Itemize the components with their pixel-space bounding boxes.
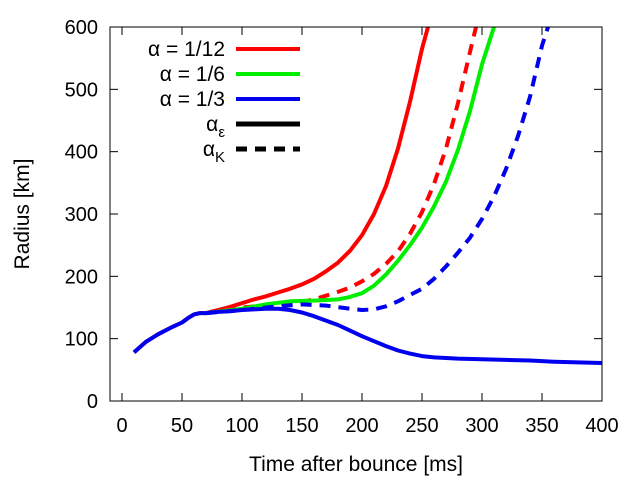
- series-line-1: [205, 26, 478, 316]
- y-tick-label-0: 0: [87, 391, 98, 413]
- legend: α = 1/12 α = 1/6 α = 1/3 αε αK: [148, 38, 300, 166]
- legend-label-alpha-epsilon: αε: [206, 113, 225, 141]
- legend-label-alpha-1-3: α = 1/3: [160, 88, 225, 111]
- legend-label-alpha-kappa-sub: K: [215, 149, 225, 166]
- plot-series: [132, 26, 603, 365]
- plot-frame: [109, 26, 603, 402]
- series-line-4: [132, 306, 603, 365]
- x-tick-label-350: 350: [525, 415, 558, 437]
- y-tick-label-400: 400: [65, 142, 98, 164]
- legend-label-alpha-1-6: α = 1/6: [160, 63, 225, 86]
- legend-label-alpha-epsilon-base: α: [206, 113, 218, 136]
- legend-label-alpha-kappa: αK: [203, 138, 225, 166]
- y-tick-label-200: 200: [65, 266, 98, 288]
- axis-ticks: 0 50 100 150 200 250 300 350 400 0 100 200 300 400 500…: [65, 17, 619, 437]
- x-tick-label-150: 150: [285, 415, 318, 437]
- series-line-2: [205, 26, 496, 316]
- y-tick-label-300: 300: [65, 204, 98, 226]
- x-tick-label-250: 250: [405, 415, 438, 437]
- y-tick-label-500: 500: [65, 79, 98, 101]
- series-line-3: [205, 26, 550, 316]
- x-tick-label-400: 400: [585, 415, 618, 437]
- x-tick-label-50: 50: [171, 415, 193, 437]
- x-tick-label-200: 200: [345, 415, 378, 437]
- legend-label-alpha-kappa-base: α: [203, 138, 215, 161]
- legend-label-alpha-epsilon-sub: ε: [218, 124, 225, 141]
- x-tick-label-100: 100: [225, 415, 258, 437]
- y-tick-label-100: 100: [65, 329, 98, 351]
- x-tick-label-0: 0: [116, 415, 127, 437]
- legend-label-alpha-1-12: α = 1/12: [148, 38, 225, 61]
- y-axis-title: Radius [km]: [11, 159, 34, 270]
- x-tick-label-300: 300: [465, 415, 498, 437]
- x-axis-title: Time after bounce [ms]: [249, 453, 463, 476]
- y-tick-label-600: 600: [65, 17, 98, 39]
